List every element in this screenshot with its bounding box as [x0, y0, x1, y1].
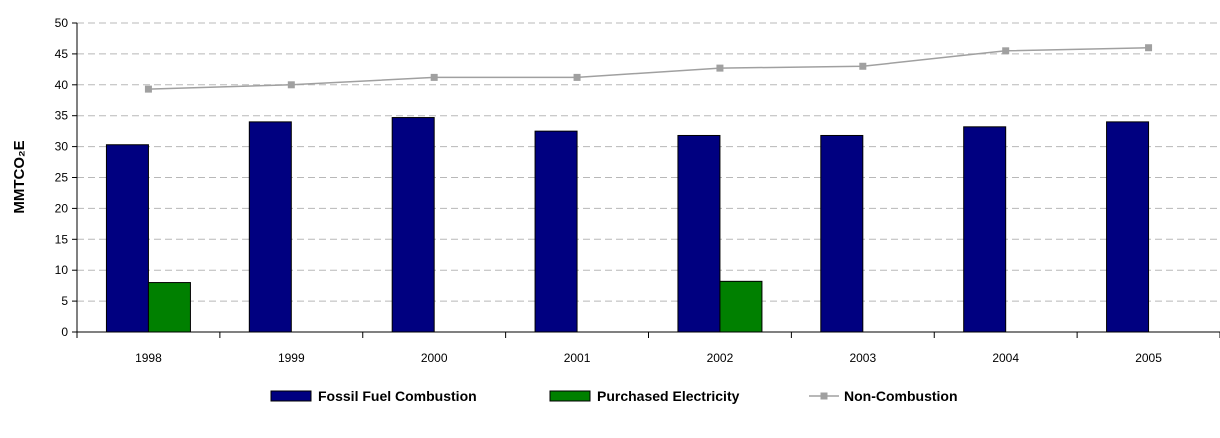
line-point — [287, 81, 295, 89]
bar — [963, 126, 1007, 333]
line-point — [1145, 44, 1153, 52]
x-tick-label: 2001 — [564, 351, 591, 365]
x-tick-label: 2005 — [1135, 351, 1162, 365]
line-point — [144, 85, 152, 93]
legend-item: Fossil Fuel Combustion — [270, 388, 477, 404]
legend-label: Purchased Electricity — [597, 388, 740, 404]
gridlines — [77, 22, 1220, 302]
legend-label: Fossil Fuel Combustion — [318, 388, 477, 404]
y-tick-label: 25 — [55, 171, 69, 185]
line-point — [430, 73, 438, 81]
y-tick-label: 30 — [55, 140, 69, 154]
bar — [391, 117, 435, 333]
y-tick-label: 40 — [55, 78, 69, 92]
y-tick-label: 5 — [61, 294, 68, 308]
legend-swatch — [270, 390, 312, 402]
bar — [147, 282, 191, 333]
bar — [105, 144, 149, 333]
y-tick-label: 35 — [55, 109, 69, 123]
bar — [677, 134, 721, 333]
bar — [1106, 121, 1150, 333]
bar — [534, 130, 578, 333]
y-tick-label: 0 — [61, 325, 68, 339]
tick-labels: 0 5 10 15 20 25 30 35 40 45 50 1998 1999 2000 2001 2002… — [55, 16, 1163, 365]
y-tick-label: 45 — [55, 47, 69, 61]
legend: Fossil Fuel Combustion Purchased Electric… — [270, 388, 958, 404]
x-tick-label: 1998 — [135, 351, 162, 365]
legend-item: Purchased Electricity — [549, 388, 740, 404]
bar — [719, 280, 763, 333]
x-tick-label: 2000 — [421, 351, 448, 365]
x-tick-label: 2002 — [707, 351, 734, 365]
bar — [248, 121, 292, 333]
axes — [72, 22, 1220, 338]
x-tick-label: 2004 — [992, 351, 1019, 365]
bars — [105, 117, 1150, 333]
x-tick-label: 2003 — [849, 351, 876, 365]
y-tick-label: 50 — [55, 16, 69, 30]
y-tick-label: 15 — [55, 232, 69, 246]
line-point — [859, 62, 867, 70]
line-point — [1002, 47, 1010, 55]
line-series-path — [148, 46, 1149, 90]
y-tick-label: 10 — [55, 263, 69, 277]
legend-label: Non-Combustion — [844, 388, 958, 404]
y-axis-label: MMTCO₂E — [11, 140, 28, 213]
bar — [820, 134, 864, 333]
legend-marker — [820, 392, 828, 400]
line-point — [716, 64, 724, 72]
legend-swatch — [549, 390, 591, 402]
x-tick-label: 1999 — [278, 351, 305, 365]
line-series — [144, 44, 1153, 93]
legend-item: Non-Combustion — [809, 388, 958, 404]
line-point — [573, 73, 581, 81]
y-tick-label: 20 — [55, 201, 69, 215]
